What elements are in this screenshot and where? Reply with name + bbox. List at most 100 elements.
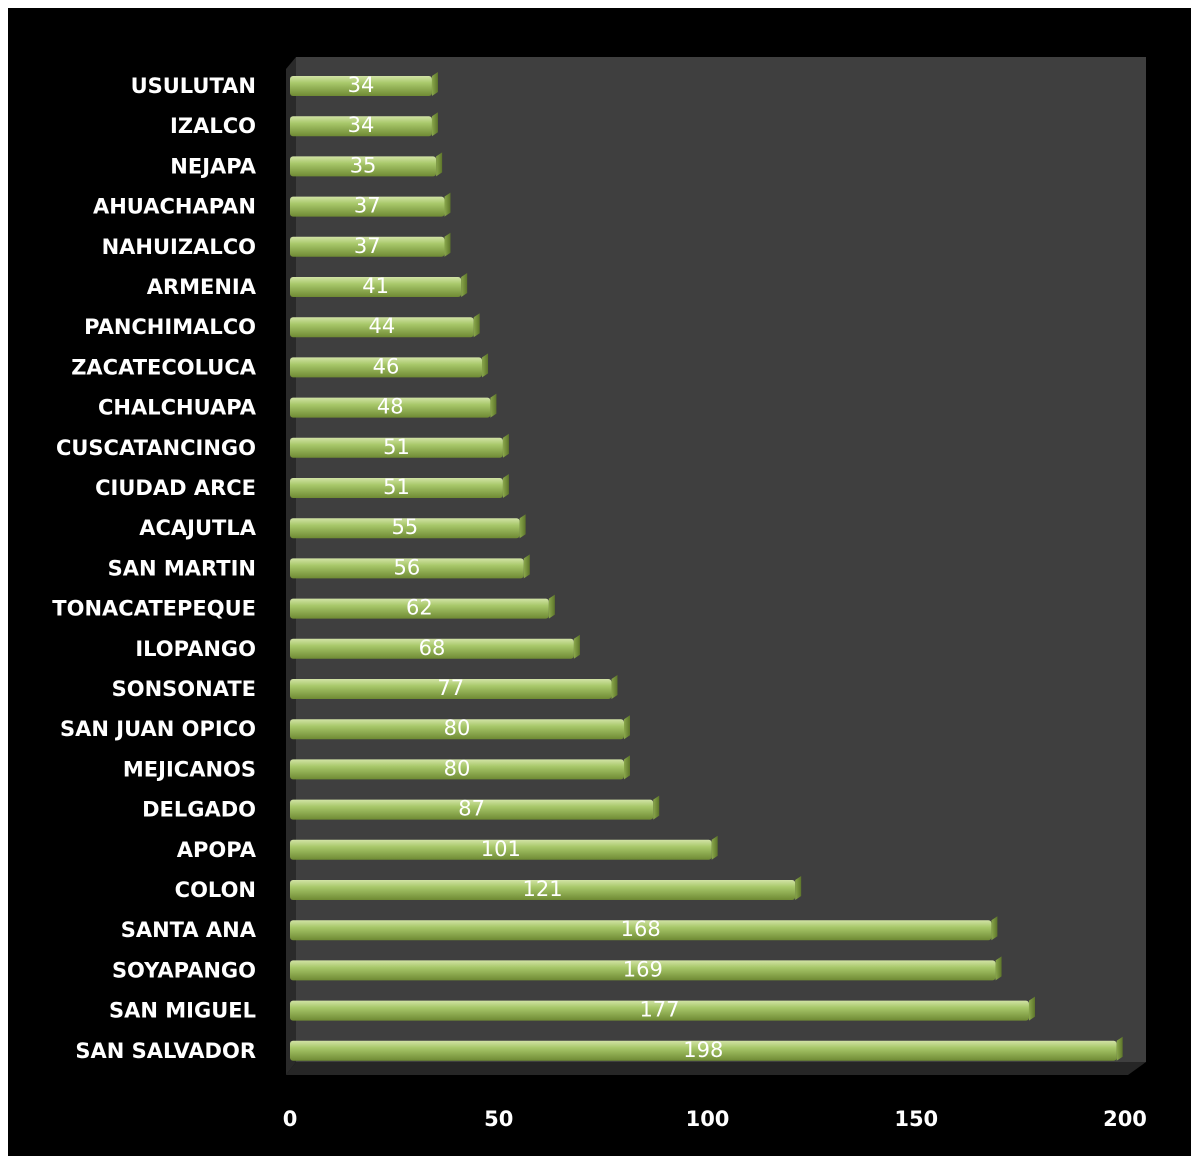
x-tick-label: 200: [1103, 1107, 1147, 1131]
bar-end-cap: [573, 634, 580, 659]
bar-end-cap: [431, 112, 438, 137]
data-label: 87: [458, 797, 485, 821]
category-label: COLON: [175, 878, 256, 902]
bar: [290, 598, 549, 619]
bar: [290, 839, 712, 860]
bar-end-cap: [653, 795, 660, 820]
data-label: 48: [377, 395, 404, 419]
category-label: MEJICANOS: [123, 757, 256, 781]
data-label: 51: [383, 435, 410, 459]
bar-end-cap: [444, 232, 451, 257]
bar: [290, 558, 524, 579]
bar: [290, 719, 624, 740]
data-label: 68: [419, 636, 446, 660]
category-labels: USULUTAN IZALCO NEJAPA AHUACHAPAN NAHUIZALCO…: [52, 74, 256, 1063]
x-tick-label: 50: [484, 1107, 513, 1131]
bar-end-cap: [795, 876, 802, 900]
category-label: USULUTAN: [131, 74, 256, 98]
category-label: SAN MIGUEL: [109, 999, 256, 1023]
bar: [290, 156, 437, 177]
category-label: AHUACHAPAN: [93, 195, 256, 219]
bar: [290, 317, 474, 338]
bar-end-cap: [482, 353, 489, 378]
data-label: 62: [406, 596, 433, 620]
category-label: PANCHIMALCO: [84, 315, 256, 339]
bar-end-cap: [461, 273, 468, 297]
bar-end-cap: [624, 755, 630, 780]
bar-end-cap: [502, 433, 509, 458]
x-axis-tick-labels: 0 50 100 150 200: [283, 1107, 1147, 1131]
bar-end-cap: [548, 594, 555, 619]
data-label: 35: [350, 153, 377, 177]
bar-end-cap: [519, 514, 526, 539]
category-label: ACAJUTLA: [139, 516, 256, 540]
bar-end-cap: [523, 554, 530, 579]
bar-end-cap: [431, 72, 438, 96]
bar-end-cap: [991, 916, 998, 941]
bar-end-cap: [995, 956, 1002, 981]
bar: [290, 759, 624, 780]
data-label: 56: [394, 555, 421, 579]
category-label: ILOPANGO: [135, 637, 256, 661]
category-label: ARMENIA: [147, 275, 257, 299]
bar-end-cap: [611, 675, 618, 699]
bar: [290, 920, 992, 941]
data-label: 169: [623, 957, 663, 981]
category-label: DELGADO: [142, 798, 256, 822]
bar: [290, 116, 432, 137]
data-label: 37: [354, 234, 381, 258]
data-label: 77: [437, 676, 464, 700]
bar-end-cap: [1028, 996, 1035, 1021]
bar: [290, 638, 574, 659]
category-label: SAN SALVADOR: [75, 1039, 256, 1063]
data-label: 44: [368, 314, 395, 338]
bar: [290, 357, 483, 378]
bar: [290, 437, 503, 458]
category-label: CIUDAD ARCE: [95, 476, 256, 500]
category-label: SOYAPANGO: [112, 958, 256, 982]
bar-end-cap: [1116, 1036, 1123, 1061]
data-label: 34: [348, 113, 375, 137]
bar: [290, 679, 612, 699]
bar-end-cap: [624, 715, 630, 740]
bar: [290, 880, 796, 900]
plot-area-floor: [286, 1062, 1146, 1075]
bar: [290, 518, 520, 539]
category-label: CUSCATANCINGO: [56, 436, 256, 460]
bar-end-cap: [502, 474, 509, 498]
data-label: 101: [481, 837, 521, 861]
bar-end-cap: [473, 313, 480, 338]
data-label: 121: [523, 877, 563, 901]
category-label: NAHUIZALCO: [102, 235, 256, 259]
bar-end-cap: [436, 152, 443, 177]
bar: [290, 478, 503, 498]
bar: [290, 799, 654, 820]
bar: [290, 196, 445, 217]
bar: [290, 397, 491, 418]
bar: [290, 76, 432, 96]
category-label: IZALCO: [170, 114, 256, 138]
x-tick-label: 100: [686, 1107, 730, 1131]
data-label: 55: [391, 515, 418, 539]
data-label: 80: [444, 716, 471, 740]
data-labels: 34 34 35 37 37 41 44 46 48 51 51 55 56 62 68 77 80 80 87 10…: [348, 73, 724, 1062]
bar: [290, 277, 462, 297]
category-label: SANTA ANA: [121, 918, 257, 942]
bar-end-cap: [711, 835, 718, 860]
data-label: 168: [621, 917, 661, 941]
data-label: 37: [354, 194, 381, 218]
bar: [290, 1000, 1029, 1021]
data-label: 198: [683, 1038, 723, 1062]
x-tick-label: 150: [894, 1107, 938, 1131]
category-label: ZACATECOLUCA: [71, 355, 257, 379]
data-label: 177: [639, 998, 679, 1022]
bar: [290, 1040, 1117, 1061]
data-label: 80: [444, 756, 471, 780]
bar-end-cap: [444, 192, 451, 217]
category-label: SAN MARTIN: [108, 556, 256, 580]
bar: [290, 960, 996, 981]
bars-group: [290, 72, 1123, 1061]
data-label: 46: [373, 354, 400, 378]
category-label: SONSONATE: [112, 677, 256, 701]
